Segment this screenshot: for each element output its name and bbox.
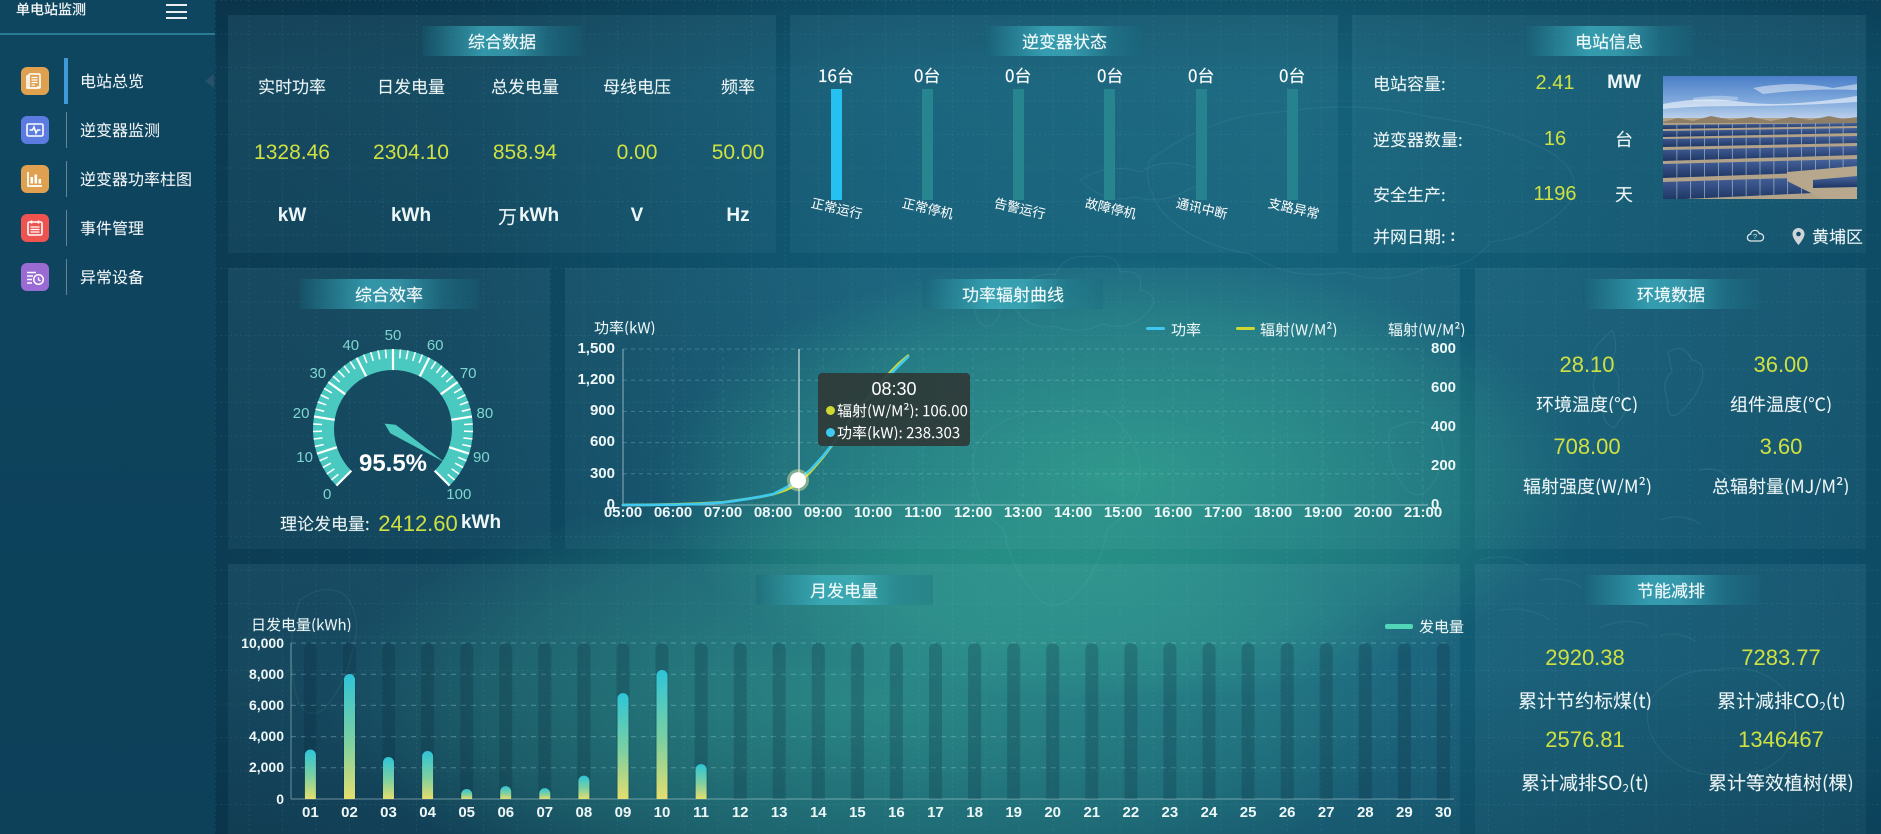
svg-text:?: ? <box>1753 232 1757 241</box>
